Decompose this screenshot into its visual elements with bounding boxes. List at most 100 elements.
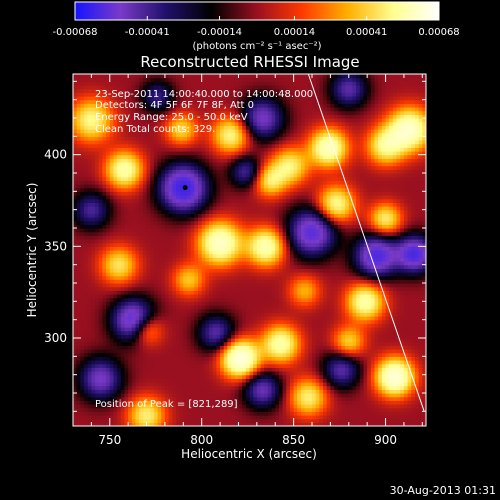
heatmap-cell bbox=[157, 330, 162, 335]
heatmap-cell bbox=[150, 338, 155, 343]
heatmap-cell bbox=[128, 345, 133, 350]
heatmap-cell bbox=[142, 272, 148, 277]
heatmap-cell bbox=[106, 396, 111, 401]
heatmap-cell bbox=[212, 129, 218, 134]
heatmap-cell bbox=[175, 341, 181, 346]
heatmap-cell bbox=[109, 74, 115, 79]
heatmap-cell bbox=[198, 415, 203, 420]
heatmap-cell bbox=[186, 92, 192, 97]
heatmap-cell bbox=[135, 360, 140, 365]
heatmap-cell bbox=[80, 118, 85, 123]
heatmap-cell bbox=[190, 327, 195, 332]
heatmap-cell bbox=[194, 169, 199, 174]
heatmap-cell bbox=[131, 308, 137, 313]
heatmap-cell bbox=[209, 393, 214, 398]
heatmap-cell bbox=[172, 283, 177, 288]
heatmap-cell bbox=[216, 92, 221, 97]
heatmap-cell bbox=[91, 308, 96, 313]
heatmap-cell bbox=[172, 154, 177, 159]
heatmap-cell bbox=[175, 114, 181, 119]
heatmap-cell bbox=[220, 110, 225, 115]
heatmap-cell bbox=[238, 382, 243, 387]
heatmap-cell bbox=[139, 264, 144, 269]
heatmap-cell bbox=[84, 187, 89, 192]
heatmap-cell bbox=[253, 235, 258, 240]
heatmap-cell bbox=[139, 286, 144, 291]
heatmap-cell bbox=[234, 297, 240, 302]
heatmap-cell bbox=[212, 330, 218, 335]
heatmap-cell bbox=[212, 242, 218, 247]
heatmap-cell bbox=[201, 389, 206, 394]
heatmap-cell bbox=[172, 99, 177, 104]
heatmap-cell bbox=[227, 224, 232, 229]
heatmap-cell bbox=[220, 140, 225, 145]
heatmap-cell bbox=[124, 165, 129, 170]
heatmap-cell bbox=[209, 198, 214, 203]
heatmap-cell bbox=[238, 345, 243, 350]
heatmap-cell bbox=[220, 316, 225, 321]
heatmap-cell bbox=[209, 294, 214, 299]
heatmap-cell bbox=[186, 323, 192, 328]
heatmap-cell bbox=[139, 173, 144, 178]
heatmap-cell bbox=[179, 118, 184, 123]
heatmap-cell bbox=[245, 367, 251, 372]
heatmap-cell bbox=[124, 242, 129, 247]
heatmap-cell bbox=[142, 360, 148, 365]
heatmap-cell bbox=[150, 268, 155, 273]
heatmap-cell bbox=[124, 228, 129, 233]
heatmap-cell bbox=[231, 224, 236, 229]
heatmap-cell bbox=[139, 312, 144, 317]
heatmap-cell bbox=[76, 118, 81, 123]
heatmap-cell bbox=[146, 191, 151, 196]
heatmap-cell bbox=[117, 356, 122, 361]
heatmap-cell bbox=[146, 323, 151, 328]
heatmap-cell bbox=[84, 198, 89, 203]
heatmap-cell bbox=[242, 363, 247, 368]
heatmap-cell bbox=[146, 319, 151, 324]
heatmap-cell bbox=[142, 411, 148, 416]
heatmap-cell bbox=[168, 154, 173, 159]
heatmap-cell bbox=[139, 308, 144, 313]
heatmap-cell bbox=[216, 371, 221, 376]
heatmap-cell bbox=[102, 334, 107, 339]
heatmap-cell bbox=[238, 268, 243, 273]
heatmap-cell bbox=[153, 411, 159, 416]
heatmap-cell bbox=[73, 132, 78, 137]
heatmap-cell bbox=[128, 374, 133, 379]
heatmap-cell bbox=[164, 162, 170, 167]
heatmap-cell bbox=[80, 121, 85, 126]
heatmap-cell bbox=[256, 371, 262, 376]
heatmap-cell bbox=[205, 198, 210, 203]
heatmap-cell bbox=[157, 114, 162, 119]
heatmap-cell bbox=[186, 121, 192, 126]
heatmap-cell bbox=[186, 96, 192, 101]
heatmap-cell bbox=[106, 114, 111, 119]
heatmap-cell bbox=[249, 352, 254, 357]
heatmap-cell bbox=[253, 184, 258, 189]
heatmap-cell bbox=[249, 132, 254, 137]
heatmap-cell bbox=[179, 187, 184, 192]
heatmap-cell bbox=[120, 297, 126, 302]
heatmap-cell bbox=[172, 96, 177, 101]
heatmap-cell bbox=[117, 363, 122, 368]
heatmap-cell bbox=[153, 327, 159, 332]
heatmap-cell bbox=[209, 136, 214, 141]
heatmap-cell bbox=[139, 81, 144, 86]
heatmap-cell bbox=[260, 272, 265, 277]
heatmap-cell bbox=[117, 327, 122, 332]
heatmap-cell bbox=[157, 422, 162, 426]
heatmap-cell bbox=[212, 319, 218, 324]
heatmap-cell bbox=[172, 319, 177, 324]
heatmap-cell bbox=[249, 81, 254, 86]
heatmap-cell bbox=[106, 261, 111, 266]
heatmap-cell bbox=[120, 169, 126, 174]
heatmap-cell bbox=[80, 129, 85, 134]
heatmap-cell bbox=[128, 121, 133, 126]
heatmap-cell bbox=[117, 107, 122, 112]
heatmap-cell bbox=[150, 371, 155, 376]
heatmap-cell bbox=[168, 327, 173, 332]
heatmap-cell bbox=[157, 257, 162, 262]
heatmap-cell bbox=[113, 169, 118, 174]
heatmap-cell bbox=[260, 382, 265, 387]
heatmap-cell bbox=[179, 99, 184, 104]
